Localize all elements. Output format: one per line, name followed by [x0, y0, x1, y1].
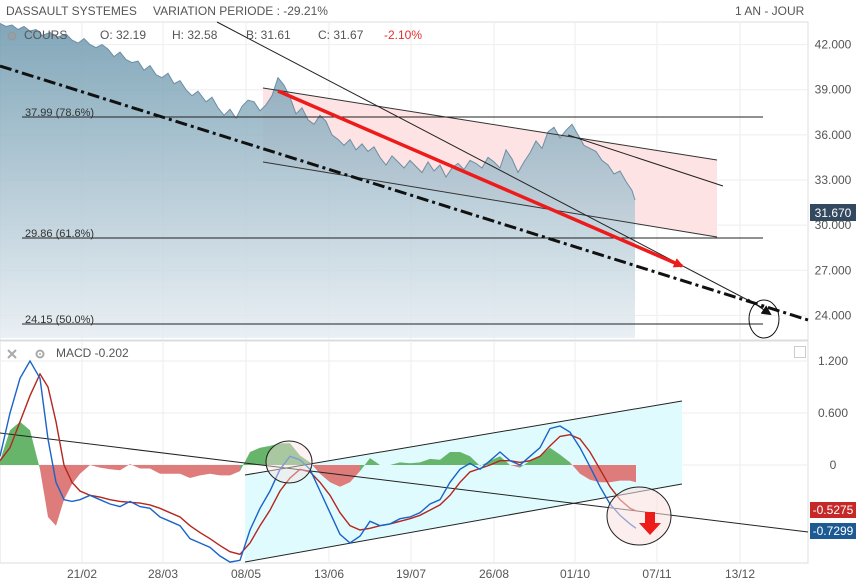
price-tick-label: 27.000	[815, 263, 852, 277]
macd-layer	[0, 359, 809, 563]
macd-tick-label: 0	[830, 458, 837, 472]
period-selector[interactable]: 1 AN - JOUR	[735, 4, 805, 18]
recent-resistance-line	[567, 134, 724, 187]
instrument-name: DASSAULT SYSTEMES	[6, 4, 137, 18]
x-tick-label: 28/03	[148, 567, 178, 581]
macd-channel-upper	[244, 400, 683, 476]
price-axis: 42.000 39.000 36.000 33.000 30.000 27.000 24.0…	[815, 38, 852, 323]
signal-badge: -0.5275	[813, 503, 854, 517]
price-series-name: COURS	[24, 28, 68, 42]
macd-settings-icon[interactable]	[34, 347, 46, 359]
price-tick-label: 39.000	[815, 83, 852, 97]
variation-period: VARIATION PERIODE : -29.21%	[153, 4, 328, 18]
channel-lower-line	[262, 161, 718, 238]
target-arrow	[747, 298, 772, 316]
fib-label-61: 29.86 (61.8%)	[25, 228, 94, 240]
date-axis: 21/02 28/03 08/05 13/06 19/07 26/08 01/10 07/11…	[67, 567, 755, 581]
signal-line	[0, 372, 637, 556]
high-value: H: 32.58	[172, 28, 218, 42]
close-value: C: 31.67	[318, 28, 364, 42]
macd-panel-frame	[0, 340, 809, 564]
x-tick-label: 01/10	[560, 567, 590, 581]
x-tick-label: 13/12	[725, 567, 755, 581]
x-tick-label: 07/11	[642, 567, 671, 581]
macd-badge: -0.7299	[813, 524, 854, 538]
macd-resistance-line	[0, 432, 809, 533]
macd-axis: 1.200 0.600 0	[818, 354, 848, 472]
open-value: O: 32.19	[100, 28, 147, 42]
last-price-badge: 31.670	[815, 206, 852, 220]
price-area	[0, 23, 635, 338]
crossover-circle	[265, 440, 313, 484]
fib-label-78: 37.99 (78.6%)	[25, 107, 94, 119]
target-circle	[748, 299, 780, 339]
signal-badge-bg	[810, 502, 856, 518]
sell-signal-circle	[606, 486, 672, 546]
down-arrow-icon	[639, 512, 661, 535]
macd-channel-lower	[244, 483, 683, 563]
macd-badge-bg	[810, 523, 856, 539]
settings-icon[interactable]	[6, 29, 18, 41]
price-tick-label: 30.000	[815, 218, 852, 232]
panel-checkbox[interactable]	[794, 346, 806, 358]
x-tick-label: 08/05	[231, 567, 261, 581]
close-icon[interactable]	[6, 347, 18, 359]
x-tick-label: 26/08	[479, 567, 509, 581]
last-price-badge-bg	[810, 204, 856, 221]
channel-upper-line	[262, 87, 718, 161]
downtrend-arrow	[277, 89, 684, 268]
x-tick-label: 21/02	[67, 567, 97, 581]
price-tick-label: 24.000	[815, 308, 852, 322]
price-tick-label: 33.000	[815, 173, 852, 187]
macd-tick-label: 0.600	[818, 406, 848, 420]
price-panel-frame	[0, 21, 809, 341]
price-layer: 37.99 (78.6%) 29.86 (61.8%) 24.15 (50.0%…	[0, 21, 809, 339]
macd-histogram-negative	[40, 462, 636, 526]
macd-histogram-positive	[0, 421, 570, 472]
x-tick-label: 19/07	[396, 567, 426, 581]
fib-label-50: 24.15 (50.0%)	[25, 314, 94, 326]
price-line	[0, 23, 636, 201]
low-value: B: 31.61	[246, 28, 291, 42]
macd-channel-fill	[245, 401, 682, 562]
x-tick-label: 13/06	[314, 567, 344, 581]
macd-line	[0, 359, 637, 563]
price-tick-label: 36.000	[815, 128, 852, 142]
macd-tick-label: 1.200	[818, 354, 848, 368]
change-value: -2.10%	[384, 28, 423, 42]
macd-legend: MACD -0.202	[56, 346, 129, 360]
long-term-dash-dot-trendline	[0, 64, 809, 322]
price-tick-label: 42.000	[815, 38, 852, 52]
